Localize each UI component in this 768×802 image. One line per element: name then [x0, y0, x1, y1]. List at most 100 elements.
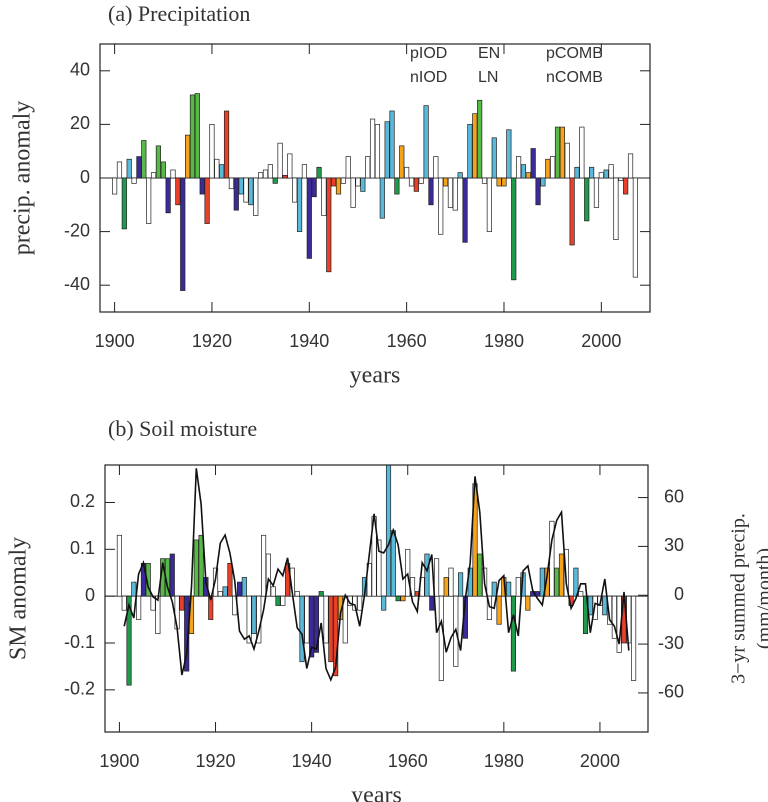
x-axis-label: years	[350, 363, 401, 389]
bar	[510, 595, 517, 672]
bar	[292, 177, 298, 203]
bar	[438, 177, 444, 235]
bar	[208, 595, 214, 620]
bar	[515, 577, 521, 597]
y-tick-label: -0.2	[64, 679, 95, 699]
bar	[520, 164, 527, 179]
bar	[335, 177, 342, 195]
bar	[121, 595, 127, 611]
bar	[394, 177, 400, 195]
legend-label: nCOMB	[546, 69, 603, 86]
bar	[602, 595, 608, 616]
bar	[227, 563, 233, 597]
bar	[204, 177, 210, 224]
bar	[554, 126, 561, 179]
bar	[544, 567, 550, 597]
line	[123, 468, 630, 683]
bar	[408, 177, 415, 187]
x-axis-label: years	[351, 783, 402, 802]
bar	[357, 595, 363, 611]
bar	[280, 595, 286, 606]
bar	[304, 595, 310, 644]
chart-title: (b) Soil moisture	[108, 416, 257, 441]
bar	[434, 558, 440, 597]
bar	[569, 177, 575, 246]
x-tick-label: 1940	[289, 331, 329, 351]
y-tick-label: 0.2	[70, 491, 95, 511]
bar	[511, 177, 517, 281]
bar	[365, 156, 371, 179]
bar	[116, 161, 123, 179]
bar	[209, 124, 215, 179]
bar	[545, 158, 551, 179]
x-tick-label: 1900	[95, 331, 135, 351]
bar	[506, 129, 512, 179]
bar	[198, 534, 204, 597]
bar	[385, 464, 392, 597]
bar	[525, 172, 531, 179]
bar	[311, 177, 317, 198]
y2-tick-label: -60	[658, 682, 684, 702]
bar	[236, 581, 243, 597]
bar	[131, 177, 137, 184]
bar	[424, 553, 430, 597]
bar	[277, 142, 283, 179]
y-tick-label: 20	[70, 113, 90, 133]
bar	[438, 595, 444, 681]
bar	[116, 534, 122, 597]
y-tick-label: -0.1	[64, 632, 95, 652]
y-axis-label: SM anomaly	[6, 537, 32, 660]
bar	[287, 153, 293, 179]
bar	[241, 577, 247, 597]
bar	[379, 177, 385, 219]
x-tick-label: 2000	[580, 751, 620, 771]
bar	[632, 177, 638, 278]
bar	[491, 137, 497, 179]
bar	[355, 177, 361, 187]
bar	[345, 156, 351, 179]
bar	[360, 177, 366, 192]
x-tick-label: 1920	[195, 751, 235, 771]
bar	[294, 591, 300, 597]
legend-label: EN	[478, 45, 500, 62]
bar	[457, 172, 463, 179]
y2-axis-label: 3−yr summed precip.	[728, 513, 750, 684]
bar	[316, 166, 322, 179]
bar	[193, 539, 199, 597]
bar	[126, 158, 132, 179]
y-tick-label: 0	[80, 167, 90, 187]
bar	[321, 177, 327, 216]
bar	[428, 177, 434, 206]
bar	[418, 177, 424, 184]
x-tick-label: 1940	[292, 751, 332, 771]
bar	[253, 177, 259, 216]
bar	[593, 177, 600, 208]
bar	[611, 595, 617, 639]
bar	[390, 530, 396, 597]
bar	[112, 177, 118, 195]
bar	[623, 177, 629, 195]
bar	[589, 166, 595, 179]
bar	[214, 158, 220, 179]
y-tick-label: 40	[70, 60, 90, 80]
legend-label: pIOD	[410, 45, 447, 62]
bar	[175, 177, 181, 206]
x-tick-label: 1960	[387, 331, 427, 351]
x-tick-label: 1980	[484, 751, 524, 771]
bar	[550, 156, 556, 179]
bar	[395, 595, 401, 602]
bar	[261, 534, 267, 597]
bar	[579, 126, 585, 179]
bar	[326, 177, 332, 273]
y-tick-label: -40	[64, 274, 90, 294]
bar	[381, 595, 387, 611]
bar	[121, 177, 127, 230]
bar	[433, 156, 439, 179]
bar	[328, 595, 334, 663]
bar	[584, 177, 590, 222]
bar	[165, 177, 171, 214]
bar	[313, 595, 319, 653]
bar	[217, 591, 223, 597]
bar	[429, 595, 435, 611]
bar	[131, 581, 137, 597]
